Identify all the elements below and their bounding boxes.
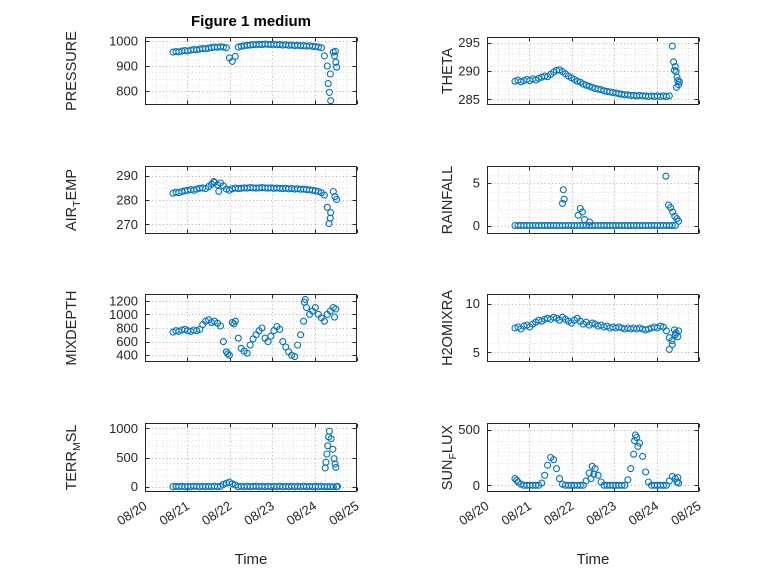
tick-marks: [487, 167, 700, 233]
scatter-points: [511, 42, 684, 101]
svg-text:5: 5: [473, 345, 480, 360]
svg-text:08/20: 08/20: [114, 498, 149, 528]
y-axis-label: AIRTEMP: [64, 169, 83, 231]
scatter-points: [169, 40, 341, 105]
svg-text:10: 10: [466, 296, 480, 311]
scatter-points: [169, 295, 340, 361]
x-tick-labels: 08/20 08/21 08/22 08/23 08/24 08/25: [456, 498, 703, 528]
svg-text:08/23: 08/23: [583, 498, 618, 528]
svg-text:800: 800: [116, 84, 138, 99]
tick-marks: [145, 295, 358, 361]
svg-text:08/22: 08/22: [199, 498, 234, 528]
x-tick-labels: 08/20 08/21 08/22 08/23 08/24 08/25: [114, 498, 361, 528]
axes-box: [487, 294, 699, 362]
grid-major: [145, 166, 357, 234]
scatter-points: [511, 172, 683, 230]
subplot-sun-flux: 0 500 08/20 08/21 08/22 08/23 08/24 08/25 SUNFLU…: [440, 422, 704, 528]
scatter-points: [511, 431, 683, 489]
tick-marks: [145, 38, 358, 104]
tick-marks: [487, 295, 700, 361]
y-tick-labels: 0 500 1000: [109, 421, 138, 494]
svg-text:08/22: 08/22: [541, 498, 576, 528]
svg-text:500: 500: [116, 450, 138, 465]
svg-text:08/21: 08/21: [499, 498, 534, 528]
svg-text:1200: 1200: [109, 293, 138, 308]
x-axis-label-right: Time: [576, 551, 610, 568]
subplot-terr-msl: 0 500 1000 08/20 08/21 08/22 08/23 08/24 08/25 TE…: [64, 421, 362, 528]
svg-text:5: 5: [473, 176, 480, 191]
x-axis-label-left: Time: [234, 551, 268, 568]
y-axis-label: H2OMIXRA: [440, 290, 456, 366]
axes-box: [145, 423, 357, 492]
svg-text:290: 290: [116, 168, 138, 183]
grid-major: [487, 294, 699, 362]
svg-text:08/23: 08/23: [241, 498, 276, 528]
subplot-pressure: 800 900 1000 PRESSURE: [64, 31, 358, 111]
svg-text:08/24: 08/24: [626, 498, 661, 528]
svg-text:0: 0: [131, 479, 138, 494]
svg-text:1000: 1000: [109, 307, 138, 322]
grid-major: [487, 37, 699, 105]
svg-text:270: 270: [116, 217, 138, 232]
y-axis-label: PRESSURE: [64, 31, 80, 111]
subplot-h2omixra: 5 10 H2OMIXRA: [440, 290, 700, 366]
y-tick-labels: 05: [473, 176, 480, 234]
grid-minor: [145, 423, 357, 492]
svg-text:08/25: 08/25: [668, 498, 703, 528]
axes-box: [145, 37, 357, 105]
scatter-points: [511, 313, 683, 353]
svg-text:08/21: 08/21: [157, 498, 192, 528]
axes-box: [487, 166, 699, 234]
svg-text:1000: 1000: [109, 421, 138, 436]
y-axis-label: THETA: [440, 47, 456, 94]
axes-box: [145, 294, 357, 362]
svg-text:285: 285: [458, 92, 480, 107]
svg-text:08/24: 08/24: [284, 498, 319, 528]
y-axis-label: RAINFALL: [440, 166, 456, 235]
scatter-points: [169, 427, 342, 491]
axes-box: [145, 166, 357, 234]
y-tick-labels: 800 900 1000: [109, 33, 138, 98]
svg-text:800: 800: [116, 321, 138, 336]
svg-text:295: 295: [458, 35, 480, 50]
y-axis-label: SUNFLUX: [440, 425, 459, 491]
svg-text:400: 400: [116, 348, 138, 363]
svg-text:08/20: 08/20: [456, 498, 491, 528]
svg-text:0: 0: [473, 478, 480, 493]
svg-text:1000: 1000: [109, 33, 138, 48]
svg-text:0: 0: [473, 218, 480, 233]
figure-title: Figure 1 medium: [190, 13, 312, 30]
svg-text:290: 290: [458, 64, 480, 79]
svg-text:280: 280: [116, 193, 138, 208]
y-axis-label: TERRMSL: [64, 425, 83, 491]
svg-text:900: 900: [116, 58, 138, 73]
grid-minor: [487, 166, 699, 234]
svg-text:08/25: 08/25: [326, 498, 361, 528]
y-tick-labels: 5 10: [466, 296, 480, 360]
axes-box: [487, 37, 699, 105]
y-tick-labels: 285 290 295: [458, 35, 480, 107]
svg-text:600: 600: [116, 334, 138, 349]
tick-marks: [487, 38, 700, 104]
subplot-air-temp: 270 280 290 AIRTEMP: [64, 166, 358, 234]
tick-marks: [145, 167, 358, 233]
y-axis-label: MIXDEPTH: [64, 291, 80, 366]
axes-box: [487, 423, 699, 492]
scatter-points: [169, 177, 341, 228]
y-tick-labels: 270 280 290: [116, 168, 138, 232]
y-tick-labels: 0 500: [458, 422, 480, 493]
svg-text:500: 500: [458, 422, 480, 437]
